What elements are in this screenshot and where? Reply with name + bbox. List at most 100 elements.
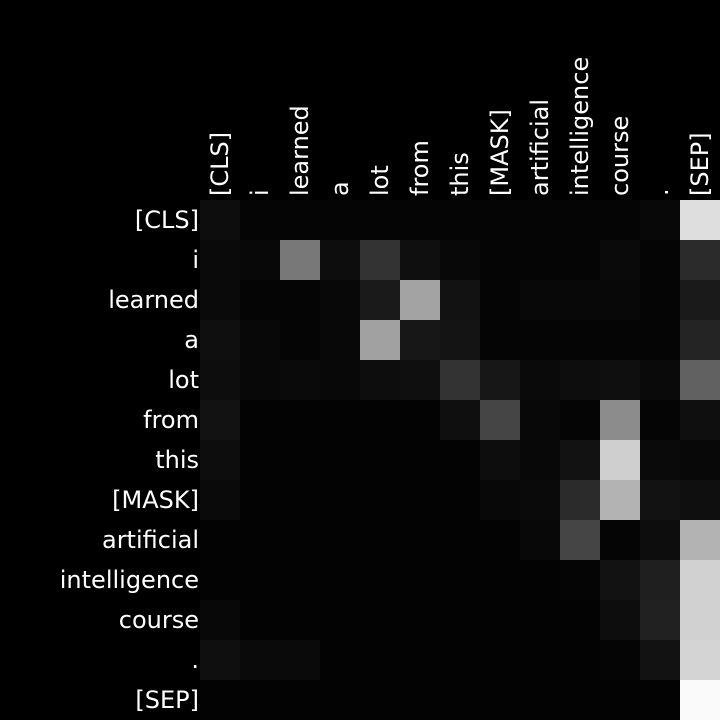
heatmap-cell-r2-c12 xyxy=(680,280,720,320)
heatmap-cell-r0-c3 xyxy=(320,200,360,240)
heatmap-cell-r9-c0 xyxy=(200,560,240,600)
heatmap-cell-r9-c12 xyxy=(680,560,720,600)
heatmap-cell-r0-c4 xyxy=(360,200,400,240)
heatmap-cell-r0-c7 xyxy=(480,200,520,240)
heatmap-cell-r2-c8 xyxy=(520,280,560,320)
y-tick-label-6: this xyxy=(155,446,199,474)
y-tick-label-1: i xyxy=(192,246,199,274)
heatmap-cell-r9-c9 xyxy=(560,560,600,600)
heatmap-cell-r3-c7 xyxy=(480,320,520,360)
heatmap-cell-r5-c2 xyxy=(280,400,320,440)
x-tick-label-12: [SEP] xyxy=(686,132,714,196)
heatmap-cell-r7-c2 xyxy=(280,480,320,520)
heatmap-cell-r12-c3 xyxy=(320,680,360,720)
heatmap-cell-r8-c7 xyxy=(480,520,520,560)
x-tick-labels: [CLS] i learned a lot from this [MASK] artificia… xyxy=(206,57,714,196)
heatmap-cell-r0-c9 xyxy=(560,200,600,240)
heatmap-cell-r8-c8 xyxy=(520,520,560,560)
heatmap-cell-r8-c11 xyxy=(640,520,680,560)
heatmap-cell-r4-c6 xyxy=(440,360,480,400)
heatmap-cell-r12-c1 xyxy=(240,680,280,720)
heatmap-cell-r8-c6 xyxy=(440,520,480,560)
heatmap-cell-r8-c1 xyxy=(240,520,280,560)
heatmap-cell-r2-c0 xyxy=(200,280,240,320)
heatmap-cell-r2-c6 xyxy=(440,280,480,320)
heatmap-cell-r4-c0 xyxy=(200,360,240,400)
heatmap-cell-r12-c12 xyxy=(680,680,720,720)
heatmap-cell-r10-c4 xyxy=(360,600,400,640)
heatmap-cell-r1-c3 xyxy=(320,240,360,280)
y-tick-label-3: a xyxy=(184,326,199,354)
heatmap-cell-r5-c3 xyxy=(320,400,360,440)
heatmap-cell-r11-c11 xyxy=(640,640,680,680)
heatmap-cell-r11-c2 xyxy=(280,640,320,680)
x-tick-label-0: [CLS] xyxy=(206,132,234,196)
x-tick-label-5: from xyxy=(406,140,434,196)
heatmap-cell-r7-c9 xyxy=(560,480,600,520)
heatmap-cell-r3-c3 xyxy=(320,320,360,360)
heatmap-cell-r1-c0 xyxy=(200,240,240,280)
heatmap-cell-r0-c0 xyxy=(200,200,240,240)
heatmap-cell-r6-c7 xyxy=(480,440,520,480)
heatmap-cell-r4-c10 xyxy=(600,360,640,400)
heatmap-cell-r11-c8 xyxy=(520,640,560,680)
x-tick-label-4: lot xyxy=(366,165,394,196)
heatmap-cells xyxy=(200,200,720,720)
heatmap-cell-r7-c3 xyxy=(320,480,360,520)
heatmap-cell-r4-c4 xyxy=(360,360,400,400)
heatmap-cell-r2-c11 xyxy=(640,280,680,320)
heatmap-cell-r5-c11 xyxy=(640,400,680,440)
heatmap-cell-r8-c4 xyxy=(360,520,400,560)
heatmap-cell-r11-c0 xyxy=(200,640,240,680)
heatmap-cell-r3-c9 xyxy=(560,320,600,360)
heatmap-cell-r1-c4 xyxy=(360,240,400,280)
heatmap-cell-r3-c5 xyxy=(400,320,440,360)
heatmap-cell-r12-c4 xyxy=(360,680,400,720)
heatmap-cell-r0-c11 xyxy=(640,200,680,240)
heatmap-cell-r9-c10 xyxy=(600,560,640,600)
y-tick-label-0: [CLS] xyxy=(135,206,199,234)
x-tick-label-1: i xyxy=(246,189,274,196)
heatmap-cell-r5-c0 xyxy=(200,400,240,440)
heatmap-cell-r1-c12 xyxy=(680,240,720,280)
heatmap-cell-r2-c7 xyxy=(480,280,520,320)
x-tick-label-9: intelligence xyxy=(566,57,594,196)
heatmap-cell-r1-c10 xyxy=(600,240,640,280)
heatmap-cell-r4-c7 xyxy=(480,360,520,400)
heatmap-cell-r0-c6 xyxy=(440,200,480,240)
heatmap-cell-r7-c7 xyxy=(480,480,520,520)
heatmap-cell-r10-c0 xyxy=(200,600,240,640)
heatmap-cell-r4-c2 xyxy=(280,360,320,400)
heatmap-cell-r0-c1 xyxy=(240,200,280,240)
heatmap-cell-r3-c10 xyxy=(600,320,640,360)
heatmap-cell-r12-c5 xyxy=(400,680,440,720)
heatmap-cell-r6-c1 xyxy=(240,440,280,480)
heatmap-cell-r8-c10 xyxy=(600,520,640,560)
heatmap-cell-r9-c5 xyxy=(400,560,440,600)
heatmap-cell-r1-c5 xyxy=(400,240,440,280)
heatmap-cell-r3-c6 xyxy=(440,320,480,360)
x-tick-label-8: artificial xyxy=(526,99,554,196)
heatmap-cell-r0-c10 xyxy=(600,200,640,240)
heatmap-cell-r11-c4 xyxy=(360,640,400,680)
heatmap-cell-r7-c4 xyxy=(360,480,400,520)
heatmap-cell-r7-c0 xyxy=(200,480,240,520)
y-tick-label-12: [SEP] xyxy=(135,686,199,714)
heatmap-cell-r4-c11 xyxy=(640,360,680,400)
x-tick-label-2: learned xyxy=(286,105,314,196)
heatmap-cell-r4-c5 xyxy=(400,360,440,400)
heatmap-cell-r12-c0 xyxy=(200,680,240,720)
heatmap-cell-r5-c1 xyxy=(240,400,280,440)
heatmap-cell-r12-c10 xyxy=(600,680,640,720)
heatmap-cell-r4-c12 xyxy=(680,360,720,400)
y-tick-label-4: lot xyxy=(168,366,199,394)
heatmap-cell-r4-c9 xyxy=(560,360,600,400)
heatmap-cell-r6-c6 xyxy=(440,440,480,480)
heatmap-cell-r8-c5 xyxy=(400,520,440,560)
heatmap-cell-r1-c1 xyxy=(240,240,280,280)
heatmap-cell-r4-c1 xyxy=(240,360,280,400)
heatmap-cell-r8-c3 xyxy=(320,520,360,560)
heatmap-cell-r7-c6 xyxy=(440,480,480,520)
heatmap-cell-r9-c2 xyxy=(280,560,320,600)
